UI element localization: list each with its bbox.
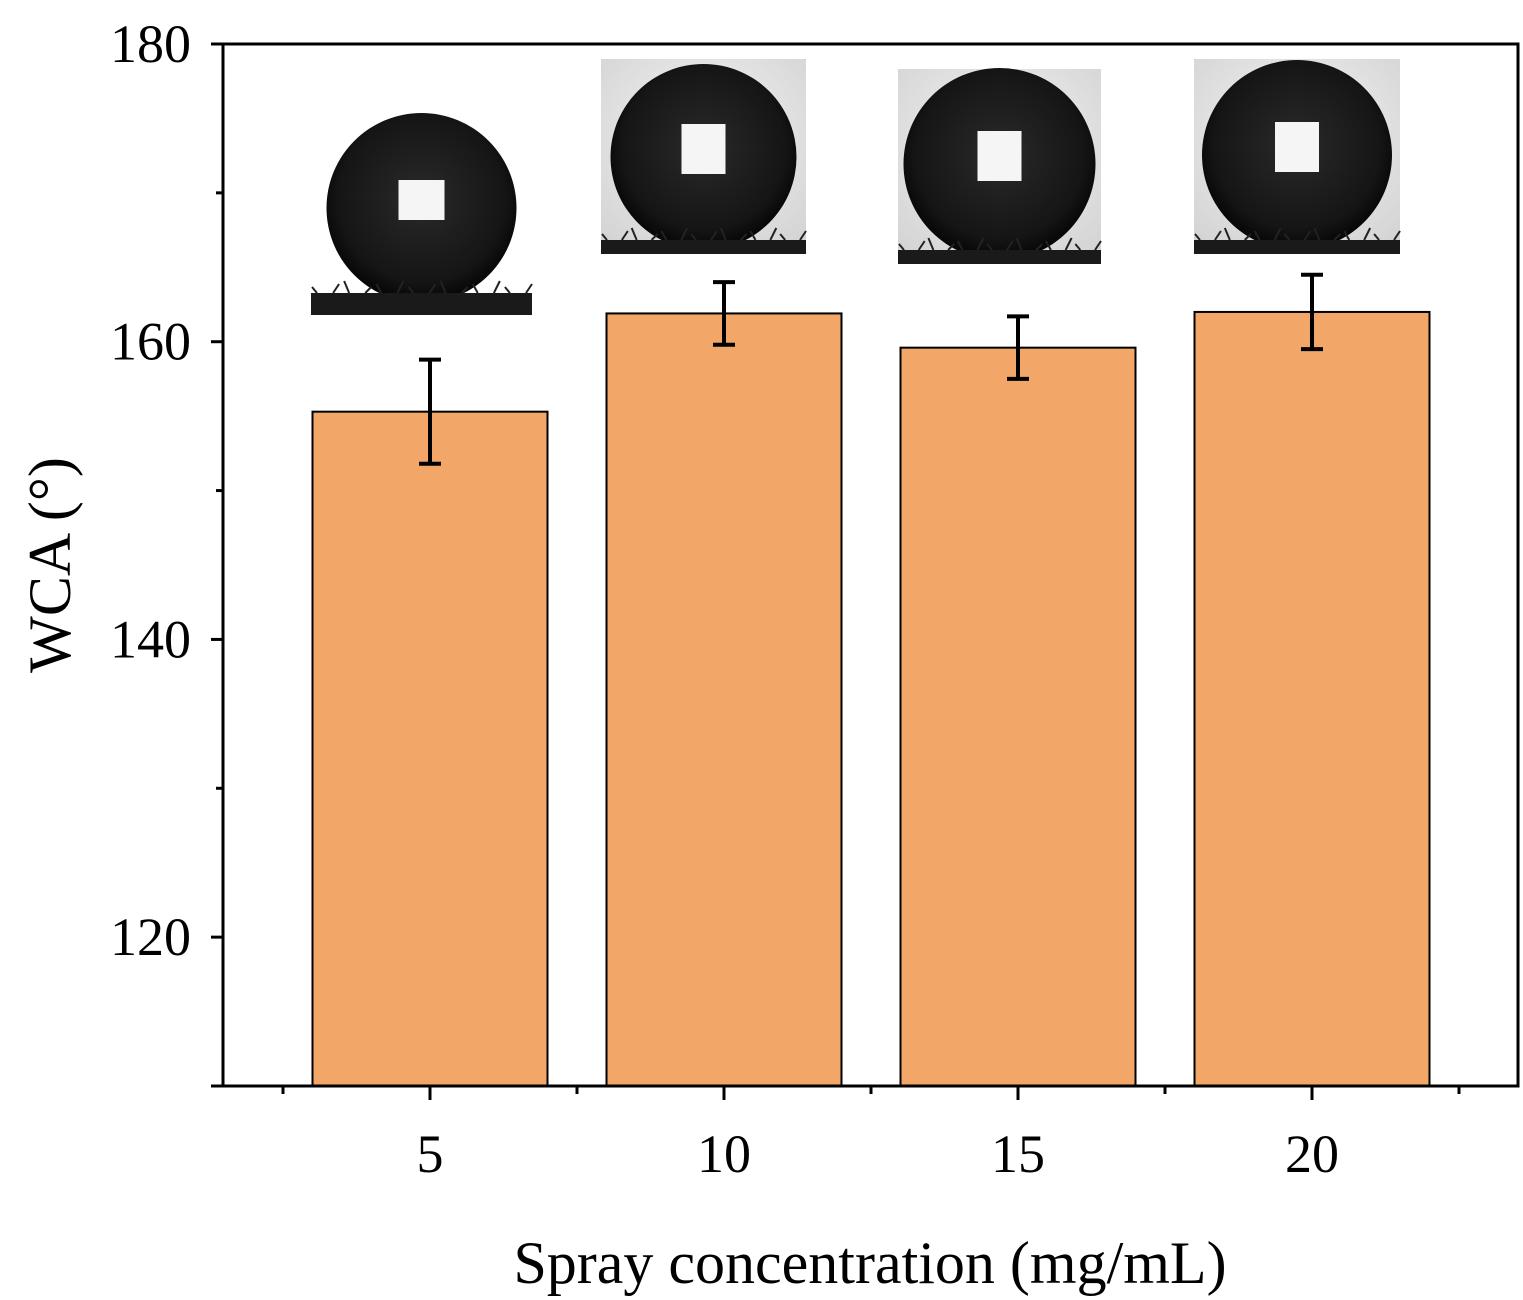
x-tick-label: 20 xyxy=(1285,1124,1339,1184)
error-bar-5 xyxy=(419,357,441,466)
droplet-photo-20 xyxy=(1194,59,1401,254)
substrate-fibers xyxy=(311,280,533,294)
bars-layer xyxy=(311,310,1431,1088)
droplet-photo-15 xyxy=(898,68,1102,264)
substrate-surface xyxy=(1194,240,1400,254)
error-bar-10 xyxy=(713,280,735,347)
x-tick-label: 10 xyxy=(697,1124,751,1184)
y-axis: 120 140 160 180 xyxy=(110,14,223,1088)
bar-15 xyxy=(899,346,1137,1087)
error-bar-15 xyxy=(1007,314,1029,381)
substrate-surface xyxy=(601,240,806,254)
x-tick-label: 15 xyxy=(991,1124,1045,1184)
droplet-highlight xyxy=(398,180,445,220)
bar-5 xyxy=(311,410,549,1088)
y-tick-label: 180 xyxy=(110,14,191,74)
droplet-insets xyxy=(311,59,1401,315)
substrate-fibers xyxy=(898,237,1102,251)
y-tick-label: 140 xyxy=(110,609,191,669)
droplet-photo-5 xyxy=(311,113,533,315)
substrate-surface xyxy=(898,250,1101,264)
substrate-fibers xyxy=(1194,227,1401,241)
error-bars-layer xyxy=(419,272,1323,466)
substrate-fibers xyxy=(601,227,807,241)
droplet-photo-10 xyxy=(601,59,807,254)
bar-20 xyxy=(1193,310,1431,1087)
x-axis-title: Spray concentration (mg/mL) xyxy=(513,1230,1226,1296)
y-axis-title: WCA (°) xyxy=(17,457,83,673)
x-axis: 5 10 15 20 xyxy=(211,1084,1518,1184)
error-bar-20 xyxy=(1301,272,1323,352)
x-tick-label: 5 xyxy=(417,1124,444,1184)
bar-10 xyxy=(605,312,843,1087)
substrate-surface xyxy=(311,293,532,315)
y-tick-label: 160 xyxy=(110,312,191,372)
droplet-highlight xyxy=(1275,122,1319,172)
y-tick-label: 120 xyxy=(110,907,191,967)
droplet-highlight xyxy=(681,124,726,174)
droplet-highlight xyxy=(977,131,1022,181)
